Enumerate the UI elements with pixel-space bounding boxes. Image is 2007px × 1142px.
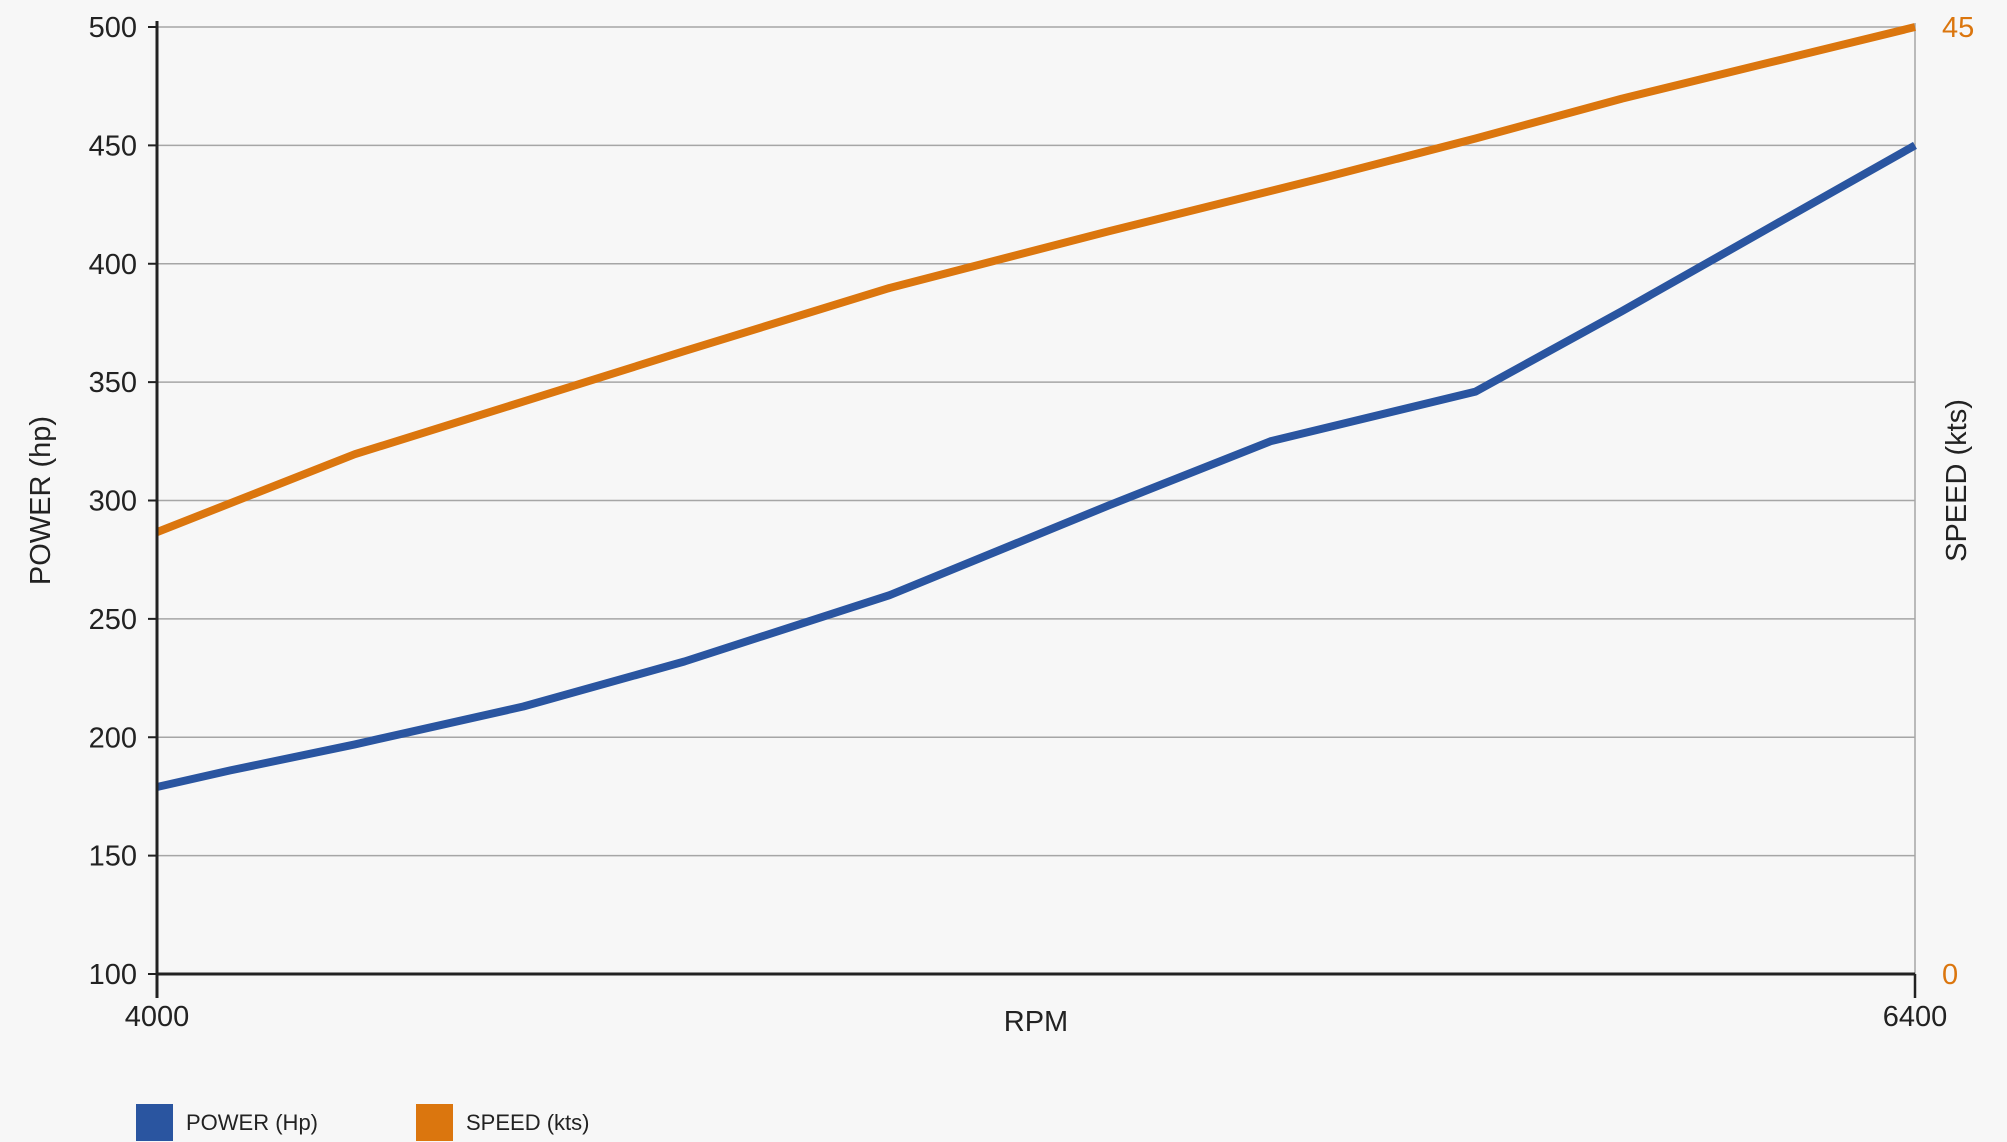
- grid-lines: [157, 23, 1916, 974]
- series-line-power: [156, 141, 1917, 791]
- x-tick-label: 4000: [125, 1001, 190, 1033]
- y-tick-label: 100: [89, 959, 137, 991]
- tick-labels: 100 150 200 250 300 350 400 450 500 0 45 4000 6400: [89, 12, 1975, 1033]
- legend-label-speed: SPEED (kts): [466, 1109, 590, 1135]
- y-tick-label: 350: [89, 367, 137, 399]
- y-tick-label: 450: [89, 130, 137, 162]
- y-tick-label: 400: [89, 249, 137, 281]
- y2-tick-label: 45: [1942, 12, 1974, 44]
- y-tick-label: 250: [89, 604, 137, 636]
- legend-item-speed[interactable]: SPEED (kts): [416, 1104, 589, 1141]
- legend-swatch-power: [136, 1104, 173, 1141]
- series-line-speed: [155, 23, 1916, 536]
- legend: POWER (Hp) SPEED (kts): [136, 1104, 687, 1141]
- legend-label-power: POWER (Hp): [186, 1109, 318, 1135]
- series-lines: [155, 23, 1917, 791]
- x-axis-title: RPM: [1004, 1006, 1068, 1038]
- y-tick-label: 200: [89, 722, 137, 754]
- y-tick-label: 150: [89, 841, 137, 873]
- y-tick-label: 300: [89, 486, 137, 518]
- y-tick-label: 500: [89, 12, 137, 44]
- axes: [148, 21, 1917, 998]
- y2-axis-title: SPEED (kts): [1941, 399, 1973, 562]
- legend-item-power[interactable]: POWER (Hp): [136, 1104, 318, 1141]
- y-axis-title: POWER (hp): [25, 416, 57, 585]
- y2-tick-label: 0: [1942, 959, 1958, 991]
- legend-swatch-speed: [416, 1104, 453, 1141]
- x-tick-label: 6400: [1883, 1001, 1948, 1033]
